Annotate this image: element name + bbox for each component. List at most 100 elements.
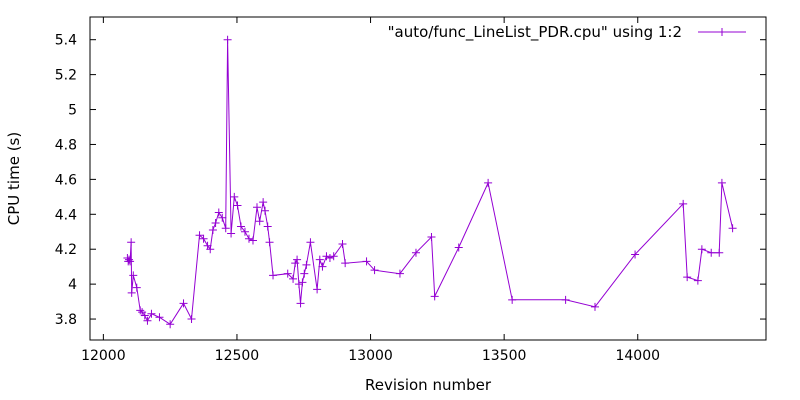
data-point-marker xyxy=(261,206,270,215)
data-point-marker xyxy=(707,248,716,257)
data-point-marker xyxy=(211,219,220,228)
data-point-marker xyxy=(291,259,300,268)
data-point-marker xyxy=(129,271,138,280)
data-point-marker xyxy=(252,203,261,212)
data-point-marker xyxy=(411,248,420,257)
data-point-marker xyxy=(143,316,152,325)
data-point-marker xyxy=(283,269,292,278)
data-point-marker xyxy=(728,224,737,233)
data-point-marker xyxy=(296,299,305,308)
data-point-marker xyxy=(697,245,706,254)
data-point-marker xyxy=(147,309,156,318)
data-point-marker xyxy=(248,236,257,245)
data-point-marker xyxy=(329,252,338,261)
data-point-marker xyxy=(322,252,331,261)
data-point-marker xyxy=(127,288,136,297)
data-point-marker xyxy=(233,201,242,210)
data-point-marker xyxy=(227,229,236,238)
data-point-marker xyxy=(325,253,334,262)
data-point-marker xyxy=(179,299,188,308)
x-tick-label: 12500 xyxy=(215,348,260,364)
y-tick-label: 4 xyxy=(68,277,77,293)
y-tick-label: 4.8 xyxy=(55,137,77,153)
data-point-marker xyxy=(126,257,135,266)
y-tick-label: 4.6 xyxy=(55,172,77,188)
data-point-marker xyxy=(427,232,436,241)
data-point-marker xyxy=(306,238,315,247)
data-point-marker xyxy=(590,302,599,311)
data-point-marker xyxy=(484,178,493,187)
y-axis-title: CPU time (s) xyxy=(5,132,23,225)
data-point-marker xyxy=(240,227,249,236)
y-axis: 3.8 4 4.2 4.4 4.6 4.8 5 5.2 5.4 xyxy=(55,33,766,328)
data-point-marker xyxy=(561,295,570,304)
data-point-marker xyxy=(318,262,327,271)
x-tick-label: 12000 xyxy=(81,348,126,364)
y-tick-label: 5 xyxy=(68,103,77,119)
x-tick-label: 13000 xyxy=(348,348,393,364)
y-tick-label: 4.4 xyxy=(55,207,77,223)
data-point-marker xyxy=(395,269,404,278)
data-point-marker xyxy=(199,234,208,243)
plot-frame xyxy=(89,16,767,341)
data-point-marker xyxy=(693,276,702,285)
data-point-marker xyxy=(717,178,726,187)
data-point-marker xyxy=(259,198,268,207)
data-point-marker xyxy=(263,222,272,231)
data-point-marker xyxy=(155,313,164,322)
data-point-marker xyxy=(218,213,227,222)
data-point-marker xyxy=(293,255,302,264)
data-point-marker xyxy=(221,224,230,233)
plot-border xyxy=(89,16,767,341)
data-point-marker xyxy=(265,238,274,247)
data-point-marker xyxy=(166,320,175,329)
series-layer xyxy=(123,35,737,329)
data-point-marker xyxy=(206,245,215,254)
data-point-marker xyxy=(236,222,245,231)
x-axis-title: Revision number xyxy=(365,376,492,394)
data-point-marker xyxy=(679,199,688,208)
data-point-marker xyxy=(255,217,264,226)
legend-marker xyxy=(718,28,726,36)
data-point-marker xyxy=(140,311,149,320)
data-point-marker xyxy=(313,285,322,294)
y-tick-label: 5.4 xyxy=(55,33,77,49)
data-point-marker xyxy=(125,255,134,264)
data-point-marker xyxy=(208,226,217,235)
data-point-marker xyxy=(244,234,253,243)
data-point-marker xyxy=(715,248,724,257)
x-axis: 12000 12500 13000 13500 14000 xyxy=(81,17,660,364)
x-tick-label: 13500 xyxy=(482,348,527,364)
data-point-marker xyxy=(683,273,692,282)
data-point-marker xyxy=(127,238,136,247)
data-point-marker xyxy=(230,192,239,201)
data-point-marker xyxy=(132,283,141,292)
data-point-marker xyxy=(223,35,232,44)
data-point-marker xyxy=(289,274,298,283)
legend-label: "auto/func_LineList_PDR.cpu" using 1:2 xyxy=(388,23,682,42)
data-point-marker xyxy=(631,250,640,259)
data-point-marker xyxy=(454,243,463,252)
data-point-marker xyxy=(508,295,517,304)
data-point-marker xyxy=(338,239,347,248)
y-tick-label: 4.2 xyxy=(55,242,77,258)
data-point-marker xyxy=(430,292,439,301)
data-point-marker xyxy=(214,208,223,217)
series-line xyxy=(126,39,734,325)
x-tick-label: 14000 xyxy=(615,348,660,364)
y-tick-label: 3.8 xyxy=(55,312,77,328)
y-tick-label: 5.2 xyxy=(55,68,77,84)
data-point-marker xyxy=(187,315,196,324)
data-point-marker xyxy=(315,255,324,264)
data-point-marker xyxy=(298,278,307,287)
data-point-marker xyxy=(302,260,311,269)
data-point-marker xyxy=(341,259,350,268)
data-point-marker xyxy=(136,306,145,315)
data-point-marker xyxy=(300,269,309,278)
data-point-marker xyxy=(269,271,278,280)
data-point-marker xyxy=(370,266,379,275)
data-point-marker xyxy=(362,257,371,266)
data-point-marker xyxy=(294,280,303,289)
